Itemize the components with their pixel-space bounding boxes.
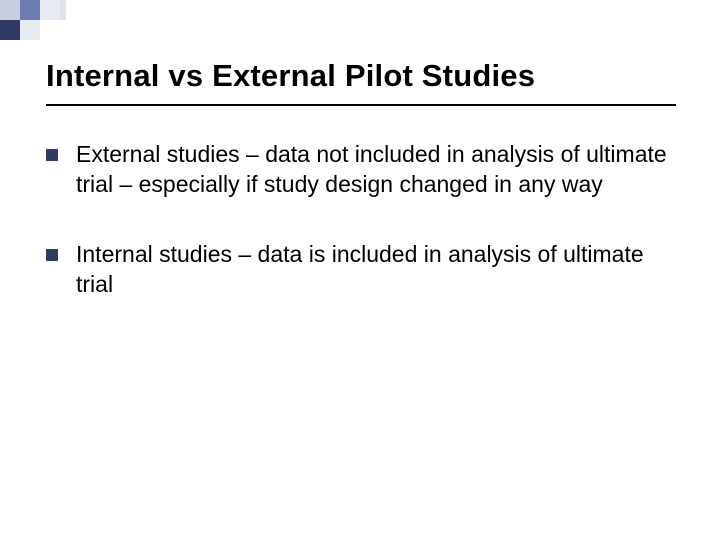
bullet-text: External studies – data not included in … [76, 140, 676, 200]
decor-square [0, 0, 20, 20]
bullet-square-icon [46, 149, 58, 161]
decor-square [60, 0, 66, 20]
bullet-list: External studies – data not included in … [46, 140, 676, 340]
slide-title: Internal vs External Pilot Studies [46, 58, 535, 94]
bullet-square-icon [46, 249, 58, 261]
slide: Internal vs External Pilot Studies Exter… [0, 0, 720, 540]
list-item: Internal studies – data is included in a… [46, 240, 676, 300]
decor-square [20, 20, 40, 40]
list-item: External studies – data not included in … [46, 140, 676, 200]
title-underline [46, 104, 676, 106]
decor-square [0, 20, 20, 40]
bullet-text: Internal studies – data is included in a… [76, 240, 676, 300]
decor-square [40, 0, 60, 20]
decor-square [20, 0, 40, 20]
